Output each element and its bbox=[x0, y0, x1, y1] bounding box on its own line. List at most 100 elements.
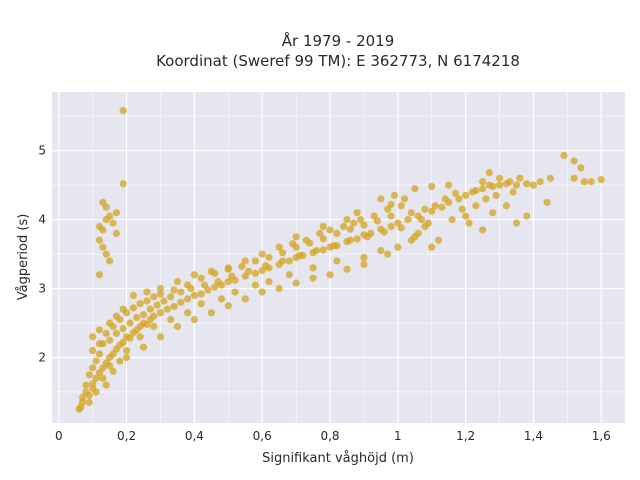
data-point bbox=[523, 180, 531, 188]
data-point bbox=[411, 184, 419, 193]
data-point bbox=[102, 381, 110, 389]
data-point bbox=[143, 297, 151, 305]
data-point bbox=[156, 309, 165, 317]
data-point bbox=[343, 215, 351, 224]
data-point bbox=[150, 312, 158, 320]
data-point bbox=[485, 181, 493, 189]
data-point bbox=[167, 315, 175, 324]
data-point bbox=[316, 229, 324, 237]
data-point bbox=[295, 251, 304, 260]
data-point bbox=[387, 222, 395, 231]
data-point bbox=[319, 246, 327, 254]
data-point bbox=[156, 290, 165, 298]
data-point bbox=[190, 271, 199, 279]
x-tick-label: 0,8 bbox=[320, 429, 339, 443]
data-point bbox=[512, 181, 521, 189]
data-point bbox=[112, 229, 121, 237]
data-point bbox=[509, 188, 517, 196]
data-point bbox=[597, 175, 605, 184]
data-point bbox=[326, 271, 334, 279]
data-point bbox=[512, 219, 521, 227]
data-point bbox=[289, 240, 297, 248]
data-point bbox=[356, 215, 365, 224]
data-point bbox=[333, 257, 341, 265]
data-point bbox=[560, 151, 568, 160]
data-point bbox=[102, 329, 110, 337]
data-point bbox=[177, 288, 185, 296]
data-point bbox=[85, 391, 93, 400]
data-point bbox=[478, 178, 487, 186]
data-point bbox=[407, 209, 415, 217]
data-point bbox=[211, 283, 219, 291]
data-point bbox=[472, 202, 480, 210]
data-point bbox=[136, 333, 144, 341]
grid-lines bbox=[52, 92, 625, 423]
data-point bbox=[506, 178, 514, 186]
data-point bbox=[109, 219, 117, 227]
data-point bbox=[414, 229, 422, 237]
data-point bbox=[85, 371, 93, 379]
data-point bbox=[126, 334, 134, 342]
y-axis-label: Vågperiod (s) bbox=[16, 214, 31, 301]
data-point bbox=[112, 329, 121, 337]
data-point bbox=[404, 215, 412, 224]
data-point bbox=[401, 195, 409, 203]
data-point bbox=[580, 178, 588, 186]
data-point bbox=[529, 181, 538, 189]
data-point bbox=[407, 236, 415, 244]
data-point bbox=[78, 398, 87, 406]
data-point bbox=[428, 243, 436, 251]
data-point bbox=[156, 333, 165, 341]
data-point bbox=[139, 343, 148, 351]
data-point bbox=[394, 243, 402, 251]
data-point bbox=[184, 309, 192, 317]
data-point bbox=[89, 364, 97, 372]
data-point bbox=[380, 228, 388, 236]
data-point bbox=[455, 195, 463, 203]
data-point bbox=[478, 184, 487, 193]
data-point bbox=[275, 243, 283, 251]
data-point bbox=[278, 257, 287, 265]
x-tick-label: 1,6 bbox=[592, 429, 611, 443]
data-point bbox=[238, 262, 246, 271]
x-axis-label: Signifikant våghöjd (m) bbox=[262, 451, 414, 466]
y-tick-label: 5 bbox=[38, 144, 46, 158]
data-point bbox=[543, 198, 551, 206]
data-point bbox=[377, 195, 385, 203]
data-point bbox=[353, 235, 361, 243]
data-point bbox=[214, 278, 222, 286]
data-point bbox=[275, 284, 283, 293]
data-point bbox=[251, 281, 260, 289]
data-point bbox=[421, 205, 429, 213]
data-point bbox=[109, 367, 117, 375]
data-point bbox=[197, 290, 205, 298]
data-point bbox=[224, 278, 232, 286]
data-point bbox=[265, 253, 273, 262]
x-tick-label: 1,2 bbox=[456, 429, 475, 443]
data-point bbox=[329, 242, 338, 250]
data-point bbox=[207, 309, 215, 317]
data-point bbox=[251, 269, 260, 277]
x-tick-label: 0,6 bbox=[253, 429, 272, 443]
data-point bbox=[99, 226, 107, 234]
data-point bbox=[428, 207, 436, 215]
data-point bbox=[129, 291, 137, 300]
data-point bbox=[353, 209, 361, 217]
data-point bbox=[258, 288, 266, 296]
data-point bbox=[258, 250, 266, 258]
data-point bbox=[387, 212, 395, 220]
y-tick-label: 4 bbox=[38, 213, 46, 227]
data-point bbox=[309, 274, 317, 282]
data-point bbox=[122, 309, 131, 317]
data-point bbox=[319, 235, 327, 243]
data-point bbox=[173, 322, 182, 331]
x-tick-label: 1 bbox=[394, 429, 402, 443]
data-point bbox=[478, 226, 487, 234]
data-point bbox=[184, 295, 192, 303]
data-point bbox=[339, 222, 348, 231]
data-point bbox=[485, 169, 493, 177]
data-point bbox=[333, 229, 341, 237]
data-point bbox=[546, 174, 555, 182]
data-point bbox=[99, 374, 107, 382]
